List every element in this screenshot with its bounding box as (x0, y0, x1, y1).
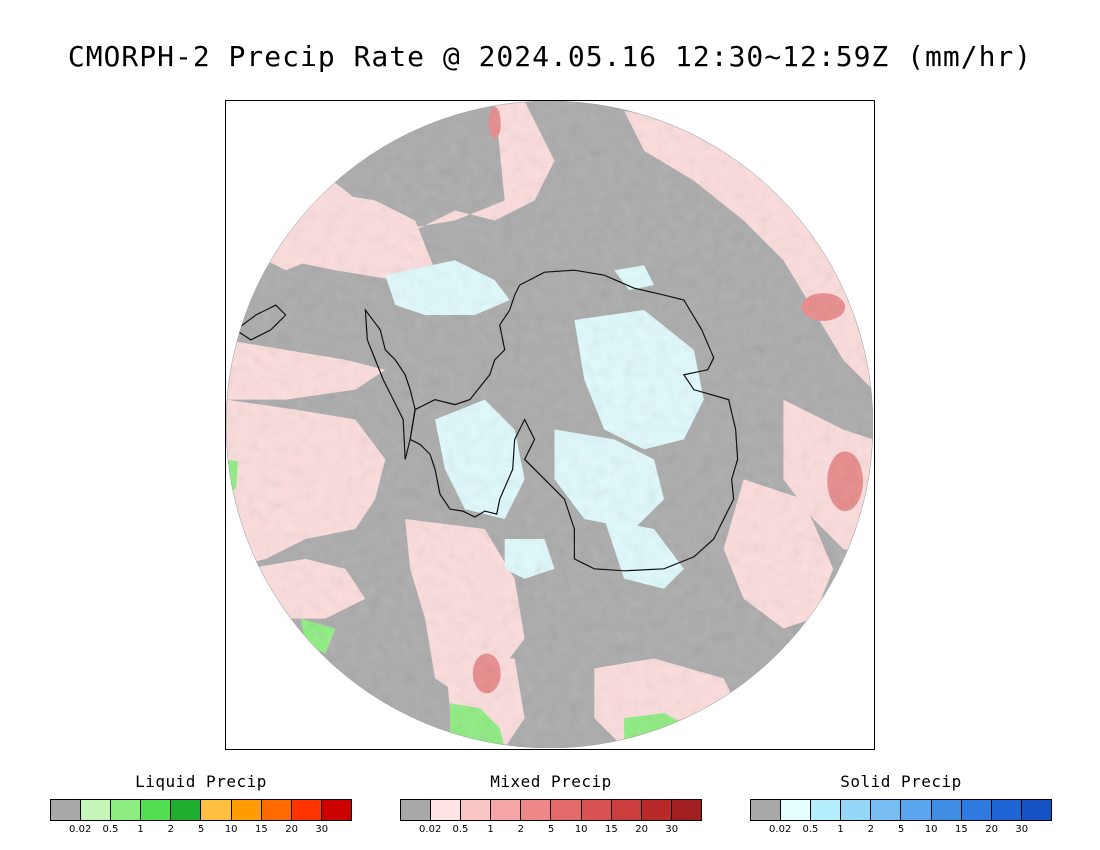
legend-tick-label: 20 (985, 824, 998, 835)
legend-tick-label: 15 (255, 824, 268, 835)
legend-ticks: 0.02 0.5 1 2 5 10 15 20 30 (750, 821, 1052, 835)
legend-swatch (961, 800, 992, 820)
legend-swatch (751, 800, 782, 820)
legend-swatch (201, 800, 232, 820)
legend-swatch (811, 800, 842, 820)
legend-tick-label: 1 (487, 824, 494, 835)
legend-tick-label: 5 (197, 824, 205, 835)
legend-tick-label: 1 (837, 824, 844, 835)
legend-swatch (641, 800, 672, 820)
legend-swatch (291, 800, 322, 820)
legend-swatch (781, 800, 812, 820)
legend-swatch (261, 800, 292, 820)
legend-tick-label: 20 (285, 824, 298, 835)
legend-title: Mixed Precip (490, 772, 612, 791)
precip-map (225, 100, 875, 750)
legend-tick-label: 20 (635, 824, 648, 835)
legend-swatch (551, 800, 582, 820)
legend-tick-label: 0.5 (102, 824, 119, 835)
legend-swatch (841, 800, 872, 820)
legend-tick-label: 2 (517, 824, 524, 835)
legend-swatch (461, 800, 492, 820)
legend-tick-label: 30 (315, 824, 329, 835)
legend-swatches (50, 799, 352, 821)
legend-swatch (611, 800, 642, 820)
legend-swatch (81, 800, 112, 820)
legend-tick-label: 1 (137, 824, 144, 835)
legend-tick-label: 10 (224, 824, 238, 835)
legend-tick-label: 0.02 (769, 824, 792, 835)
legend-swatch (231, 800, 262, 820)
legend-tick-label: 30 (1015, 824, 1029, 835)
map-title: CMORPH-2 Precip Rate @ 2024.05.16 12:30~… (67, 40, 1033, 73)
legend-tick-label: 15 (955, 824, 968, 835)
legend-swatch (401, 800, 432, 820)
legend-swatch (931, 800, 962, 820)
legend-swatch (431, 800, 462, 820)
legend-ticks: 0.02 0.5 1 2 5 10 15 20 30 (50, 821, 352, 835)
legend-tick-label: 30 (665, 824, 679, 835)
legend-swatch (51, 800, 82, 820)
legend-swatch (521, 800, 552, 820)
legend-swatch (1021, 800, 1051, 820)
legend-swatch (111, 800, 142, 820)
legend-tick-label: 10 (574, 824, 588, 835)
legend-tick-label: 0.02 (419, 824, 442, 835)
legend-swatches (750, 799, 1052, 821)
legend-tick-label: 2 (867, 824, 874, 835)
legend-swatch (991, 800, 1022, 820)
legend-tick-label: 5 (547, 824, 555, 835)
legend-swatch (171, 800, 202, 820)
legend-swatch (141, 800, 172, 820)
legend-tick-label: 10 (924, 824, 938, 835)
legend-swatch (321, 800, 351, 820)
legend-swatches (400, 799, 702, 821)
legend-tick-label: 5 (897, 824, 905, 835)
legend-ticks: 0.02 0.5 1 2 5 10 15 20 30 (400, 821, 702, 835)
legend-swatch (671, 800, 701, 820)
legend-tick-label: 15 (605, 824, 618, 835)
legend-title: Solid Precip (840, 772, 962, 791)
legend-liquid-precip: Liquid Precip 0.02 0.5 1 2 5 10 15 20 30 (50, 772, 352, 835)
legend-solid-precip: Solid Precip 0.02 0.5 1 2 5 10 15 20 30 (750, 772, 1052, 835)
legend-tick-label: 0.5 (802, 824, 819, 835)
legend-title: Liquid Precip (135, 772, 267, 791)
legend-tick-label: 2 (167, 824, 174, 835)
legend-swatch (871, 800, 902, 820)
legend-swatch (901, 800, 932, 820)
legend-mixed-precip: Mixed Precip 0.02 0.5 1 2 5 10 15 20 30 (400, 772, 702, 835)
legend-tick-label: 0.02 (69, 824, 92, 835)
polar-precip-map (226, 101, 873, 748)
legend-swatch (491, 800, 522, 820)
legend-tick-label: 0.5 (452, 824, 469, 835)
legend-swatch (581, 800, 612, 820)
